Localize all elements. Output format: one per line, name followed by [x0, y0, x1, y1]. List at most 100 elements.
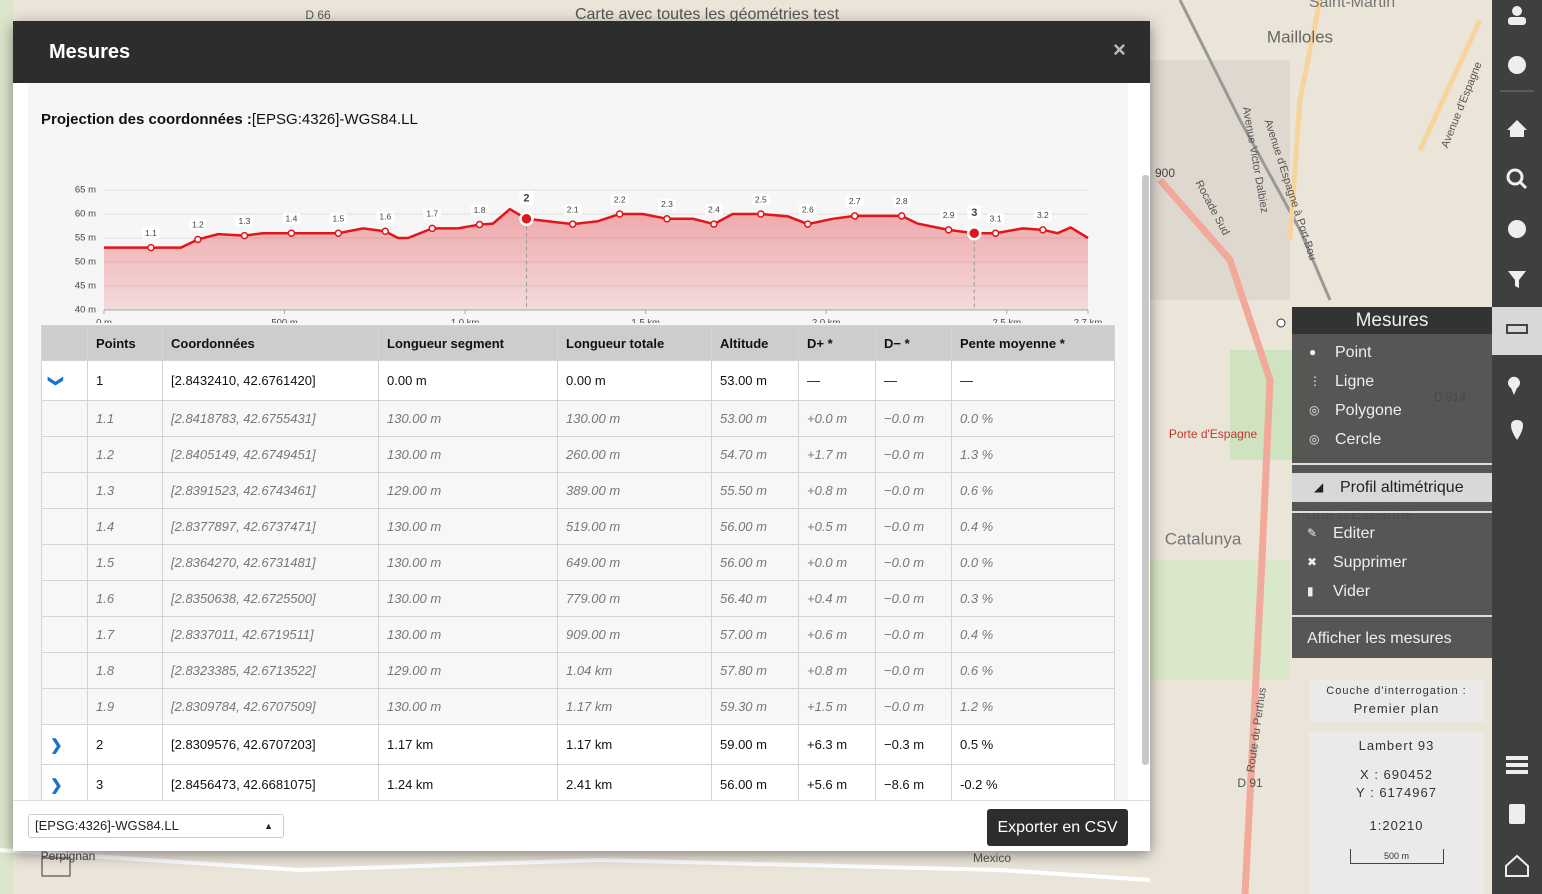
point-row[interactable]: ❯ 3 [2.8456473, 42.6681075] 1.24 km 2.41 km 5…	[41, 764, 1115, 800]
marker[interactable]	[991, 229, 1000, 237]
menu-item[interactable]: ◎ Cercle	[1292, 425, 1492, 454]
cell: 0.4 %	[951, 508, 1115, 545]
marker-label-bg	[470, 204, 489, 216]
header-cell: Longueur totale	[557, 325, 712, 361]
marker-label-bg	[986, 213, 1005, 225]
detail-row: 1.1 [2.8418783, 42.6755431] 130.00 m 130.00…	[41, 400, 1115, 437]
modal: Mesures × Projection des coordonnées :[E…	[13, 21, 1150, 851]
cell: 1.7	[87, 616, 163, 653]
marker[interactable]	[663, 215, 671, 223]
marker[interactable]	[475, 220, 484, 229]
cell: [2.8377897, 42.6737471]	[162, 508, 379, 545]
cell: +0.0 m	[798, 544, 876, 581]
close-button[interactable]: ×	[1113, 37, 1126, 62]
ruler-icon[interactable]	[1506, 324, 1528, 334]
menu-item[interactable]: ▮ Vider	[1292, 577, 1492, 606]
profile-area	[104, 209, 1088, 310]
marker[interactable]	[850, 212, 859, 220]
marker[interactable]	[287, 229, 296, 237]
modal-footer: [EPSG:4326]-WGS84.LL ▲ Exporter en CSV	[13, 800, 1150, 851]
marker[interactable]	[944, 226, 953, 234]
major-marker[interactable]	[519, 211, 534, 227]
coord-y: Y : 6174967	[1356, 785, 1437, 800]
export-button[interactable]: Exporter en CSV	[987, 809, 1128, 846]
menu-item[interactable]: ◢ Profil altimétrique	[1292, 473, 1492, 502]
menu-item[interactable]: ✖ Supprimer	[1292, 548, 1492, 577]
layers-icon[interactable]	[1505, 854, 1529, 877]
cell: —	[875, 360, 952, 401]
marker[interactable]	[147, 243, 155, 252]
pin-icon[interactable]	[1511, 420, 1523, 440]
menu-icon: ▮	[1307, 584, 1314, 598]
menu-item[interactable]: Afficher les mesures	[1292, 624, 1492, 653]
filter-icon[interactable]	[1508, 271, 1526, 288]
info-icon[interactable]	[1508, 220, 1526, 238]
cell: 130.00 m	[378, 688, 558, 725]
marker-label: 2.5	[755, 194, 767, 204]
marker[interactable]	[804, 220, 812, 228]
marker[interactable]	[240, 231, 249, 240]
menu-item[interactable]: ● Point	[1292, 338, 1492, 367]
cell: +0.8 m	[798, 652, 876, 689]
location-icon[interactable]	[1508, 376, 1520, 395]
cell: 1.8	[87, 652, 163, 689]
cell: −0.0 m	[875, 616, 952, 653]
menu-item[interactable]: ◎ Polygone	[1292, 396, 1492, 425]
marker[interactable]	[428, 224, 436, 233]
cell: +5.6 m	[798, 764, 876, 800]
marker[interactable]	[334, 229, 343, 237]
scrollbar[interactable]	[1142, 175, 1149, 765]
expand-cell	[41, 400, 88, 437]
major-marker[interactable]	[967, 225, 982, 241]
marker[interactable]	[897, 212, 906, 220]
header-row: Points Coordonnées Longueur segment Longueu…	[41, 325, 1115, 361]
home-icon[interactable]	[1507, 120, 1527, 137]
expand-toggle[interactable]: ❯	[50, 736, 63, 754]
cell: 53.00 m	[711, 400, 799, 437]
marker[interactable]	[568, 220, 577, 228]
divider	[1292, 463, 1492, 465]
expand-toggle[interactable]: ❯	[50, 776, 63, 794]
point-row[interactable]: ❯ 1 [2.8432410, 42.6761420] 0.00 m 0.00 m 53.…	[41, 360, 1115, 401]
menu-item[interactable]: ✎ Editer	[1292, 519, 1492, 548]
elevation-chart: 40 m 45 m 50 m 55 m 60 m 65 m 0 m 500 m 1.0 km 1.…	[75, 185, 1102, 323]
map-urban	[1150, 60, 1290, 300]
cell: —	[951, 360, 1115, 401]
marker[interactable]	[615, 210, 624, 218]
marker[interactable]	[757, 210, 765, 218]
projection-select[interactable]: [EPSG:4326]-WGS84.LL ▲	[28, 814, 284, 838]
cell: 59.30 m	[711, 688, 799, 725]
expand-toggle[interactable]: ❯	[47, 374, 65, 387]
map-park	[1150, 560, 1290, 680]
cell: 0.6 %	[951, 472, 1115, 509]
marker-label-bg	[519, 190, 534, 205]
x-tick-label: 500 m	[271, 318, 297, 323]
header-cell: Coordonnées	[162, 325, 379, 361]
y-tick-label: 45 m	[75, 281, 96, 292]
cell: [2.8337011, 42.6719511]	[162, 616, 379, 653]
layer-label: Couche d'interrogation :	[1326, 685, 1467, 697]
help-icon[interactable]	[1508, 56, 1526, 74]
marker[interactable]	[194, 235, 202, 244]
menu-label: Ligne	[1335, 373, 1375, 390]
search-icon[interactable]	[1506, 168, 1524, 186]
marker[interactable]	[381, 227, 390, 236]
list-icon	[1506, 763, 1528, 767]
list-icon[interactable]	[1506, 756, 1528, 760]
cell: 57.00 m	[711, 616, 799, 653]
cell: −0.0 m	[875, 400, 952, 437]
x-tick-label: 1.5 km	[631, 318, 660, 323]
menu-label: Polygone	[1335, 402, 1402, 419]
marker[interactable]	[1039, 226, 1047, 234]
header-cell: Pente moyenne *	[951, 325, 1115, 361]
detail-row: 1.4 [2.8377897, 42.6737471] 130.00 m 519.00…	[41, 508, 1115, 545]
point-row[interactable]: ❯ 2 [2.8309576, 42.6707203] 1.17 km 1.17 km 5…	[41, 724, 1115, 765]
menu-icon: ◎	[1309, 432, 1320, 446]
user-icon[interactable]	[1512, 6, 1522, 16]
cell: 1.17 km	[557, 688, 712, 725]
file-icon[interactable]	[1509, 804, 1525, 824]
marker[interactable]	[710, 220, 718, 228]
menu-item[interactable]: ⋮ Ligne	[1292, 367, 1492, 396]
marker-label: 1.6	[379, 212, 391, 222]
cell: [2.8432410, 42.6761420]	[162, 360, 379, 401]
